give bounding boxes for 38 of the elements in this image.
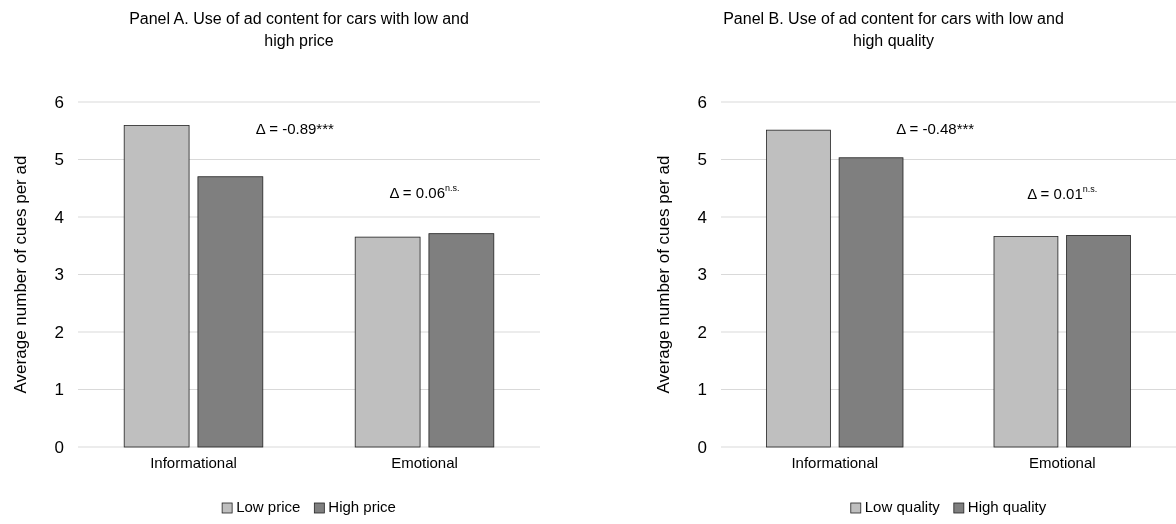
annotation: Δ = 0.06$^{n.s.}$ — [389, 183, 460, 201]
bar — [123, 125, 190, 448]
bar — [1066, 235, 1131, 448]
legend-label: Low quality — [864, 497, 941, 515]
chart-title: Panel A. Use of ad content for cars with low and high price — [129, 10, 469, 49]
legend-label: Low price — [236, 497, 301, 515]
x-tick-label: Emotional — [391, 453, 458, 471]
y-tick-label: 3 — [54, 265, 64, 285]
annotation: Δ = -0.89*** — [255, 119, 335, 137]
bar — [428, 233, 495, 448]
y-tick-label: 4 — [54, 207, 64, 227]
y-tick-label: 4 — [697, 207, 707, 227]
y-tick-label: 6 — [54, 92, 64, 112]
bar — [354, 236, 421, 448]
bar — [197, 176, 264, 448]
y-axis-title: Average number of cues per ad — [654, 155, 673, 394]
y-tick-label: 3 — [697, 265, 707, 285]
y-tick-label: 1 — [54, 380, 64, 400]
y-tick-label: 5 — [697, 150, 707, 170]
x-tick-label: Emotional — [1028, 453, 1096, 471]
y-tick-label: 6 — [697, 92, 707, 112]
annotation: Δ = -0.48*** — [896, 119, 975, 137]
y-tick-label: 2 — [54, 322, 64, 342]
legend-label: High price — [328, 497, 396, 515]
y-tick-label: 0 — [54, 437, 64, 457]
y-axis-title: Average number of cues per ad — [11, 155, 30, 394]
x-tick-label: Informational — [791, 453, 879, 471]
x-tick-label: Informational — [150, 453, 237, 471]
bar — [993, 236, 1059, 448]
annotation: Δ = 0.01$^{n.s.}$ — [1027, 184, 1098, 203]
y-tick-label: 5 — [54, 150, 64, 170]
bar — [766, 129, 831, 448]
bar — [838, 157, 904, 448]
y-tick-label: 2 — [697, 322, 707, 342]
chart-title: Panel B. Use of ad content for cars with low and high quality — [723, 10, 1064, 49]
y-tick-label: 0 — [697, 437, 707, 457]
y-tick-label: 1 — [697, 380, 707, 400]
legend-label: High quality — [967, 497, 1047, 515]
